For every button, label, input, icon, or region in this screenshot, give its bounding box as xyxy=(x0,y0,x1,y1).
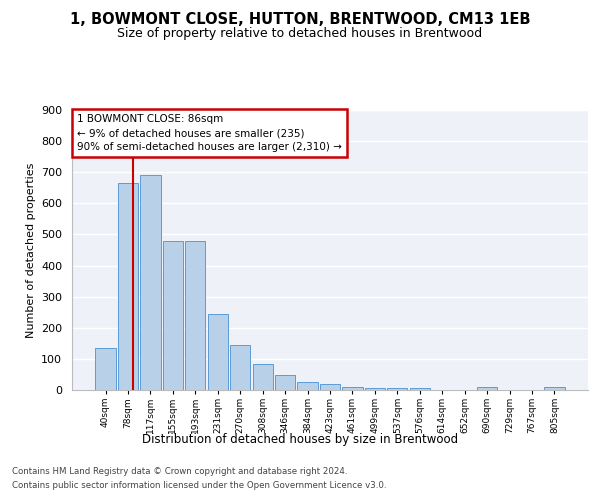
Bar xyxy=(253,364,273,390)
Bar xyxy=(365,388,385,390)
Text: 1 BOWMONT CLOSE: 86sqm
← 9% of detached houses are smaller (235)
90% of semi-det: 1 BOWMONT CLOSE: 86sqm ← 9% of detached … xyxy=(77,114,342,152)
Bar xyxy=(343,387,362,390)
Text: Contains public sector information licensed under the Open Government Licence v3: Contains public sector information licen… xyxy=(12,481,386,490)
Y-axis label: Number of detached properties: Number of detached properties xyxy=(26,162,35,338)
Bar xyxy=(298,382,317,390)
Bar xyxy=(230,345,250,390)
Bar xyxy=(544,387,565,390)
Bar xyxy=(140,176,161,390)
Bar xyxy=(185,240,205,390)
Text: 1, BOWMONT CLOSE, HUTTON, BRENTWOOD, CM13 1EB: 1, BOWMONT CLOSE, HUTTON, BRENTWOOD, CM1… xyxy=(70,12,530,28)
Bar xyxy=(477,387,497,390)
Bar xyxy=(410,388,430,390)
Bar xyxy=(118,183,138,390)
Bar xyxy=(387,388,407,390)
Bar xyxy=(163,240,183,390)
Bar xyxy=(208,314,228,390)
Bar xyxy=(320,384,340,390)
Text: Contains HM Land Registry data © Crown copyright and database right 2024.: Contains HM Land Registry data © Crown c… xyxy=(12,468,347,476)
Text: Distribution of detached houses by size in Brentwood: Distribution of detached houses by size … xyxy=(142,432,458,446)
Bar xyxy=(95,348,116,390)
Bar xyxy=(275,375,295,390)
Text: Size of property relative to detached houses in Brentwood: Size of property relative to detached ho… xyxy=(118,28,482,40)
